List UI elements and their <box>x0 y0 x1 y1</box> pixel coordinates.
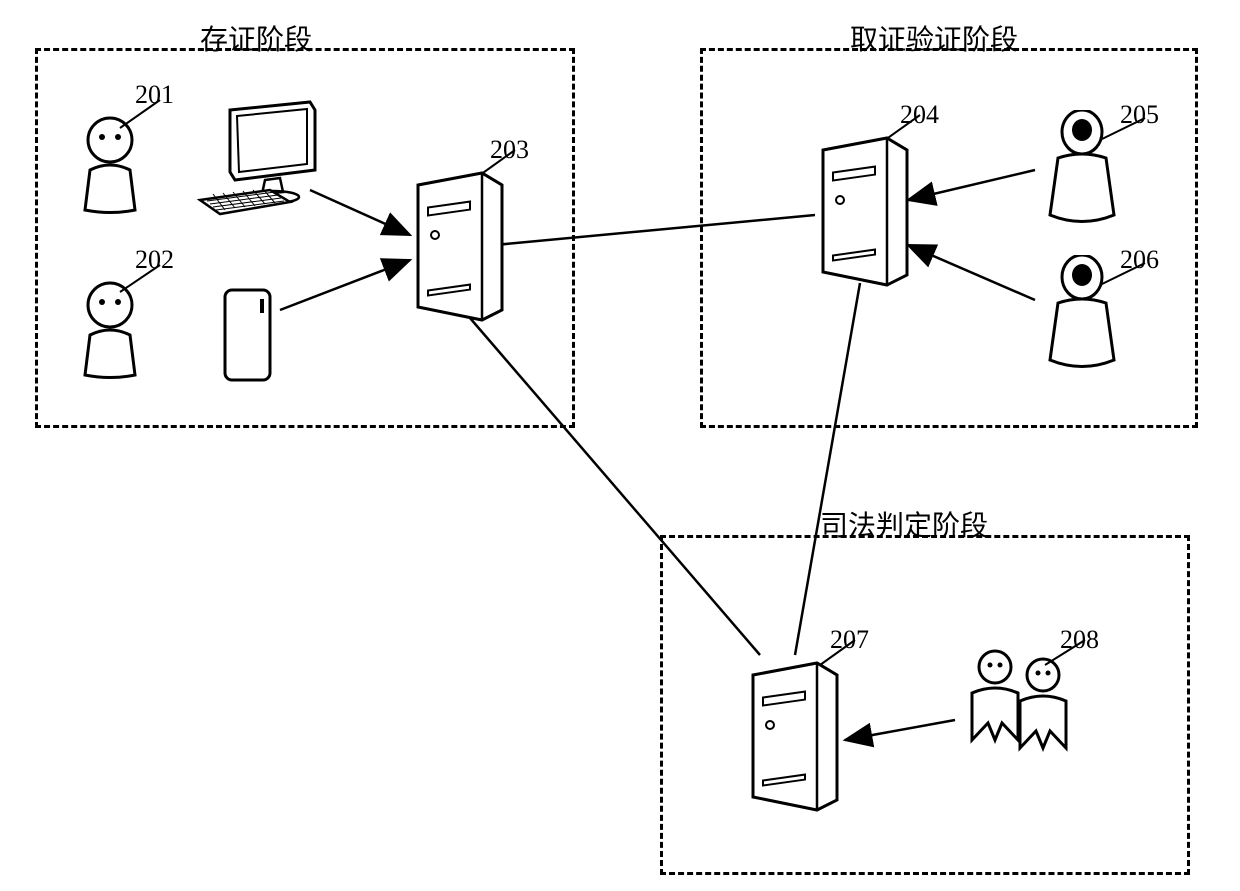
label-201: 201 <box>135 80 174 110</box>
computer-icon <box>195 100 325 235</box>
label-206: 206 <box>1120 245 1159 275</box>
phase-box-judicial <box>660 535 1190 875</box>
person-icon-201 <box>75 115 145 220</box>
person-icon-202 <box>75 280 145 385</box>
phase-title-storage: 存证阶段 <box>200 18 312 58</box>
label-207: 207 <box>830 625 869 655</box>
server-icon-204 <box>815 130 915 295</box>
label-203: 203 <box>490 135 529 165</box>
phase-title-verify: 取证验证阶段 <box>850 18 1018 58</box>
phone-icon <box>220 285 275 390</box>
label-208: 208 <box>1060 625 1099 655</box>
label-202: 202 <box>135 245 174 275</box>
people-pair-icon-208 <box>960 645 1080 760</box>
phase-title-judicial: 司法判定阶段 <box>820 504 988 544</box>
server-icon-207 <box>745 655 845 820</box>
server-icon-203 <box>410 165 510 330</box>
person-icon-206 <box>1040 255 1125 380</box>
label-204: 204 <box>900 100 939 130</box>
label-205: 205 <box>1120 100 1159 130</box>
person-icon-205 <box>1040 110 1125 235</box>
